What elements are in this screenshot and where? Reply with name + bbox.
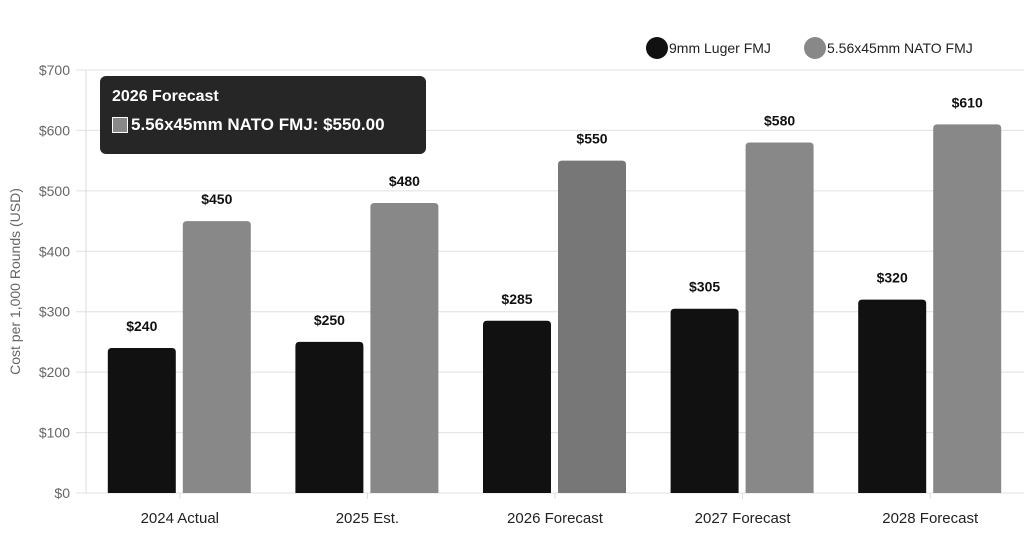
data-label: $450 [201,191,232,207]
bar-556-0 [182,221,251,494]
bar-9mm-0 [107,347,176,493]
bar-9mm-4 [858,299,927,493]
y-tick-label: $200 [39,364,70,380]
x-tick-label: 2027 Forecast [695,510,792,527]
bar-9mm-3 [670,308,739,493]
data-label: $240 [126,318,157,334]
data-label: $580 [764,113,795,129]
bar-556-3 [745,142,814,493]
data-label: $610 [952,94,983,110]
y-tick-label: $400 [39,243,70,259]
legend-label: 9mm Luger FMJ [669,40,771,56]
data-label: $305 [689,279,720,295]
tooltip: 2026 Forecast 5.56x45mm NATO FMJ: $550.0… [100,76,426,154]
y-tick-label: $600 [39,122,70,138]
y-tick-label: $700 [39,62,70,78]
bar-9mm-1 [295,341,364,493]
y-axis-title: Cost per 1,000 Rounds (USD) [7,188,23,375]
data-label: $320 [877,270,908,286]
bar-556-2 [558,160,626,493]
tooltip-value: 5.56x45mm NATO FMJ: $550.00 [131,115,385,134]
y-tick-label: $100 [39,425,70,441]
bar-9mm-2 [483,320,551,493]
y-tick-label: $500 [39,183,70,199]
data-label: $285 [501,291,532,307]
data-label: $550 [576,131,607,147]
legend-swatch [804,37,826,59]
tooltip-swatch [112,117,128,133]
tooltip-title: 2026 Forecast [112,88,219,105]
legend-swatch [646,37,668,59]
y-tick-label: $300 [39,304,70,320]
bar-556-4 [933,124,1002,493]
data-label: $250 [314,312,345,328]
data-label: $480 [389,173,420,189]
y-tick-label: $0 [54,485,70,501]
x-tick-label: 2026 Forecast [507,510,604,527]
tooltip-body-row: 5.56x45mm NATO FMJ: $550.00 [112,115,414,135]
legend-label: 5.56x45mm NATO FMJ [827,40,973,56]
x-tick-label: 2025 Est. [336,510,399,527]
bar-556-1 [370,202,439,493]
x-tick-label: 2024 Actual [141,510,219,527]
x-tick-label: 2028 Forecast [882,510,979,527]
